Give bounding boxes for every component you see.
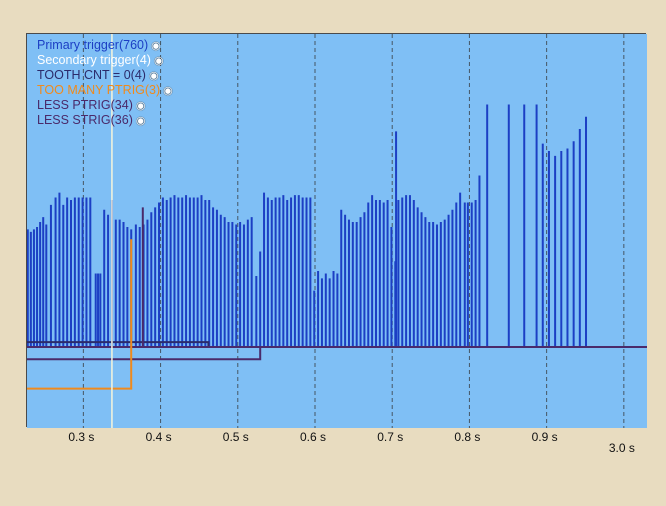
eye-icon[interactable]: ◉ bbox=[148, 70, 159, 82]
timing-chart bbox=[27, 34, 647, 428]
legend-label: LESS PTRIG(34) bbox=[37, 98, 133, 112]
plot-frame bbox=[26, 33, 647, 428]
x-tick-label: 0.5 s bbox=[222, 430, 249, 444]
x-tick-label: 0.8 s bbox=[454, 430, 481, 444]
eye-icon[interactable]: ◉ bbox=[135, 115, 146, 127]
x-tick-label: 0.6 s bbox=[299, 430, 326, 444]
legend-entry-3[interactable]: TOO MANY PTRIG(3) ◉ bbox=[37, 83, 173, 99]
legend-entry-2[interactable]: TOOTH CNT = 0(4) ◉ bbox=[37, 68, 159, 84]
eye-icon[interactable]: ◉ bbox=[135, 100, 146, 112]
legend-label: Primary trigger(760) bbox=[37, 38, 149, 52]
legend-label: TOOTH CNT = 0(4) bbox=[37, 68, 146, 82]
x-tick-label: 3.0 s bbox=[608, 441, 635, 455]
eye-icon[interactable]: ◉ bbox=[151, 40, 161, 52]
x-tick-label: 0.9 s bbox=[531, 430, 558, 444]
legend-entry-0[interactable]: Primary trigger(760) ◉ bbox=[37, 38, 161, 54]
legend-label: Secondary trigger(4) bbox=[37, 53, 151, 67]
eye-icon[interactable]: ◉ bbox=[163, 85, 173, 97]
x-tick-label: 0.7 s bbox=[377, 430, 404, 444]
legend-entry-5[interactable]: LESS STRIG(36) ◉ bbox=[37, 113, 145, 129]
x-tick-label: 0.4 s bbox=[145, 430, 172, 444]
legend-label: TOO MANY PTRIG(3) bbox=[37, 83, 161, 97]
eye-icon[interactable]: ◉ bbox=[153, 55, 164, 67]
legend-entry-4[interactable]: LESS PTRIG(34) ◉ bbox=[37, 98, 145, 114]
x-tick-label: 0.3 s bbox=[68, 430, 95, 444]
step-line-3 bbox=[27, 239, 133, 390]
legend-entry-1[interactable]: Secondary trigger(4) ◉ bbox=[37, 53, 164, 69]
legend-label: LESS STRIG(36) bbox=[37, 113, 133, 127]
